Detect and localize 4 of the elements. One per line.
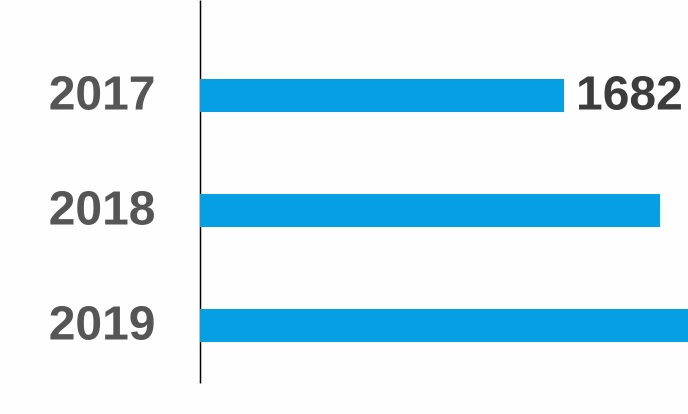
y-tick-label: 2019 [48, 297, 156, 350]
y-tick-label: 2018 [48, 182, 156, 236]
y-tick-label: 2017 [48, 67, 156, 120]
data-label: 1682 [576, 67, 683, 120]
